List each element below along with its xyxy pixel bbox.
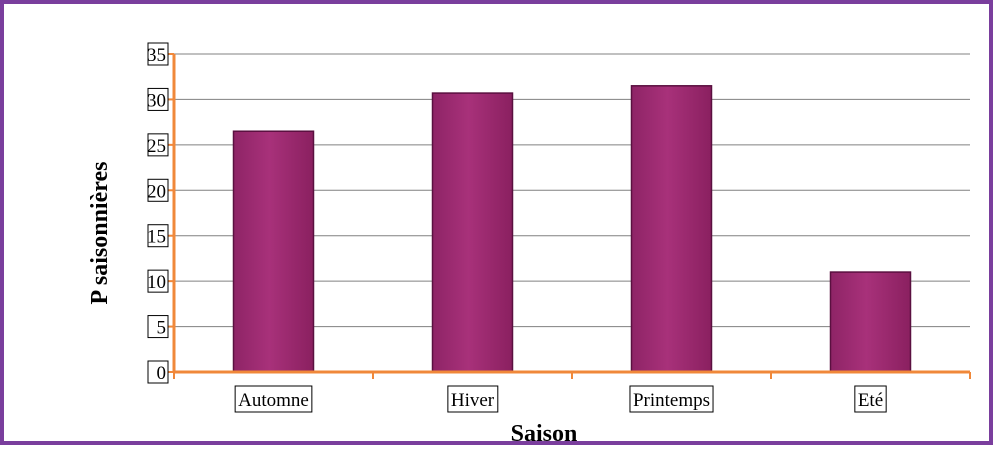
y-tick-box bbox=[147, 178, 169, 202]
y-tick-label-group: 10 bbox=[147, 269, 169, 293]
x-category-label: Automne bbox=[238, 390, 309, 411]
y-tick-label: 15 bbox=[147, 227, 166, 248]
y-tick-label-group: 35 bbox=[147, 42, 169, 66]
x-category-box bbox=[447, 385, 499, 413]
x-category-label: Eté bbox=[858, 390, 883, 411]
x-category-group: Hiver bbox=[447, 385, 499, 413]
axes bbox=[168, 53, 971, 379]
y-tick-box bbox=[147, 87, 169, 111]
y-tick-box bbox=[147, 42, 169, 66]
y-tick-label-group: 0 bbox=[147, 360, 169, 384]
y-tick-box bbox=[147, 133, 169, 157]
y-axis-title: P saisonnières bbox=[87, 162, 113, 305]
x-category-label: Printemps bbox=[633, 390, 710, 411]
x-category-group: Automne bbox=[234, 385, 313, 413]
y-tick-label-group: 25 bbox=[147, 133, 169, 157]
y-tick-box bbox=[147, 269, 169, 293]
y-tick-box bbox=[147, 224, 169, 248]
y-tick-label: 20 bbox=[147, 181, 166, 202]
x-category-box bbox=[854, 385, 887, 413]
y-tick-label-group: 15 bbox=[147, 224, 169, 248]
x-category-group: Eté bbox=[854, 385, 887, 413]
x-category-box bbox=[234, 385, 313, 413]
y-tick-label-group: 5 bbox=[147, 315, 169, 339]
x-category-box bbox=[629, 385, 714, 413]
y-tick-label: 10 bbox=[147, 272, 166, 293]
bars bbox=[232, 85, 912, 373]
x-category-labels: Automne Hiver Printemps Eté bbox=[234, 385, 887, 413]
bar-automne bbox=[232, 130, 315, 373]
x-axis-title: Saison bbox=[511, 421, 578, 447]
y-tick-label-group: 20 bbox=[147, 178, 169, 202]
bar-eté bbox=[829, 271, 912, 373]
y-tick-labels: 0 5 10 15 20 25 30 35 bbox=[147, 42, 169, 384]
y-tick-box bbox=[147, 360, 169, 384]
y-tick-label: 5 bbox=[157, 318, 167, 339]
bar-printemps bbox=[630, 85, 713, 373]
y-tick-label: 30 bbox=[147, 90, 166, 111]
x-category-group: Printemps bbox=[629, 385, 714, 413]
bar-hiver bbox=[431, 92, 514, 373]
y-tick-label: 35 bbox=[147, 45, 166, 66]
x-category-label: Hiver bbox=[451, 390, 495, 411]
y-tick-label-group: 30 bbox=[147, 87, 169, 111]
y-tick-label: 25 bbox=[147, 136, 166, 157]
y-tick-box bbox=[147, 315, 169, 339]
y-tick-label: 0 bbox=[157, 363, 167, 384]
